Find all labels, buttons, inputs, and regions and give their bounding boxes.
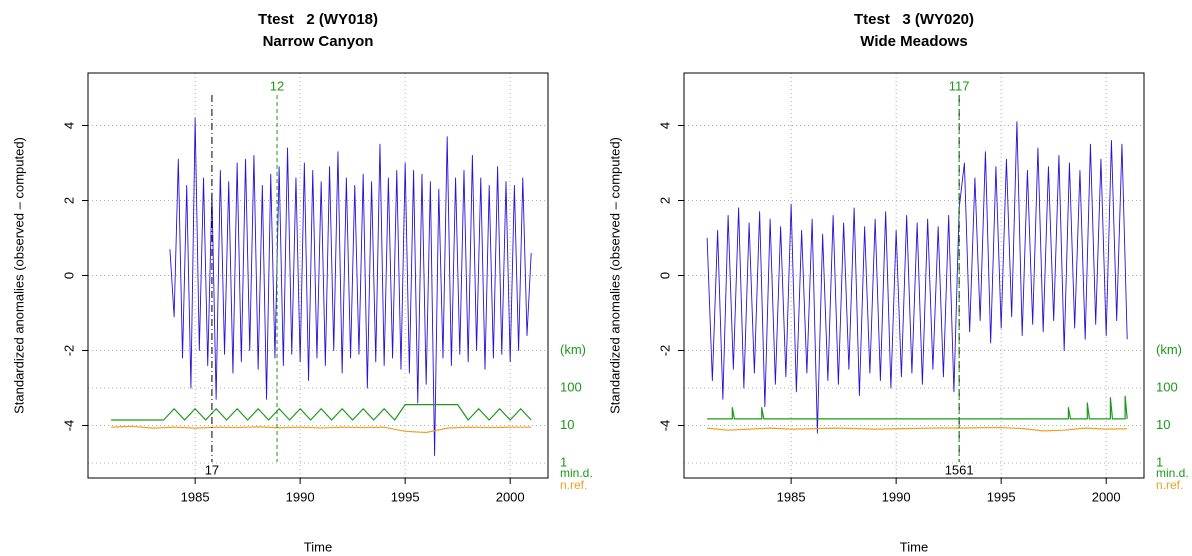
legend-label: min.d. <box>1156 466 1189 480</box>
x-tick-label: 1985 <box>181 489 210 504</box>
panel: Ttest 2 (WY018) Narrow Canyon Time Standard… <box>11 11 592 554</box>
x-axis-label: Time <box>304 539 332 554</box>
change-point-label: 1561 <box>945 462 974 477</box>
y-axis-label: Standardized anomalies (observed – compu… <box>607 137 622 414</box>
y-tick-label: -4 <box>61 420 76 432</box>
y2-tick-label: 1 <box>560 454 567 469</box>
y2-axis-label: (km) <box>1156 342 1182 357</box>
y2-tick-label: 100 <box>1156 379 1178 394</box>
change-point-label: 12 <box>270 78 284 93</box>
legend-label: n.ref. <box>1156 478 1183 492</box>
x-tick-label: 1985 <box>777 489 806 504</box>
change-point-label: 117 <box>949 78 970 93</box>
x-tick-label: 1990 <box>882 489 911 504</box>
y-tick-label: 2 <box>61 197 76 204</box>
y2-axis-label: (km) <box>560 342 586 357</box>
series-line <box>111 425 532 434</box>
y-tick-label: -2 <box>657 345 672 357</box>
plot-frame <box>683 72 1145 479</box>
x-tick-label: 1995 <box>987 489 1016 504</box>
y-tick-label: -2 <box>61 345 76 357</box>
series-line <box>169 117 532 456</box>
chart-subtitle: Wide Meadows <box>860 33 967 50</box>
x-tick-label: 2000 <box>496 489 525 504</box>
y-tick-label: -4 <box>657 420 672 432</box>
plot-frame <box>87 72 549 479</box>
series-line <box>706 121 1128 434</box>
series-line <box>707 426 1128 432</box>
chart-subtitle: Narrow Canyon <box>263 33 374 50</box>
series-line <box>111 404 532 421</box>
legend-label: min.d. <box>560 466 593 480</box>
panel: Ttest 3 (WY020) Wide Meadows Time Standardi… <box>607 11 1188 554</box>
chart-title: Ttest 3 (WY020) <box>854 11 974 28</box>
series-line <box>707 395 1128 420</box>
y2-tick-label: 10 <box>1156 417 1170 432</box>
legend-label: n.ref. <box>560 478 587 492</box>
change-point-label: 17 <box>205 462 219 477</box>
x-tick-label: 1995 <box>391 489 420 504</box>
x-axis-label: Time <box>900 539 928 554</box>
y-tick-label: 4 <box>657 122 672 129</box>
y-axis-label: Standardized anomalies (observed – compu… <box>11 137 26 414</box>
y-tick-label: 2 <box>657 197 672 204</box>
y-tick-label: 0 <box>61 272 76 279</box>
chart-title: Ttest 2 (WY018) <box>258 11 378 28</box>
y2-tick-label: 100 <box>560 379 582 394</box>
y-tick-label: 0 <box>657 272 672 279</box>
y2-tick-label: 1 <box>1156 454 1163 469</box>
y-tick-label: 4 <box>61 122 76 129</box>
x-tick-label: 1990 <box>286 489 315 504</box>
y2-tick-label: 10 <box>560 417 574 432</box>
x-tick-label: 2000 <box>1092 489 1121 504</box>
